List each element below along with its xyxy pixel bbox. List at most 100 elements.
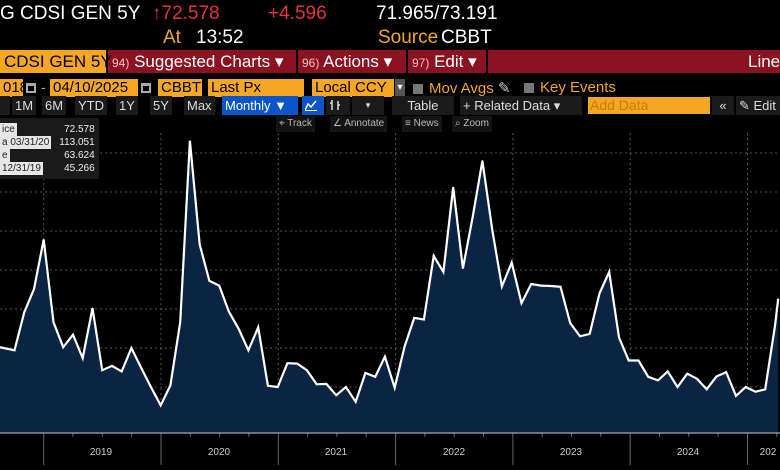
data-point — [764, 388, 766, 390]
period-5y[interactable]: 5Y — [150, 96, 172, 115]
data-point — [335, 394, 337, 396]
data-point — [101, 369, 103, 371]
add-data-input[interactable]: Add Data — [588, 97, 710, 114]
data-point — [618, 336, 620, 339]
end-date-field[interactable]: 04/10/2025 — [50, 79, 138, 97]
data-point — [23, 311, 25, 314]
data-point — [540, 284, 542, 287]
pricing-source-field[interactable]: CBBT — [158, 79, 202, 97]
period-ytd[interactable]: YTD — [75, 96, 107, 115]
line-chart-icon[interactable] — [302, 96, 324, 115]
calendar-icon[interactable] — [141, 83, 151, 93]
price-change: +4.596 — [268, 3, 327, 24]
zoom-button[interactable]: ⌕ Zoom — [452, 116, 492, 132]
security-field[interactable]: CDSI GEN 5Y — [0, 50, 112, 73]
data-point — [218, 284, 220, 287]
data-point — [91, 307, 94, 309]
period-max[interactable]: Max — [184, 96, 215, 115]
frequency-dropdown[interactable]: Monthly ▼ — [222, 96, 298, 115]
annotate-button[interactable]: ∠ Annotate — [330, 116, 388, 132]
currency-field[interactable]: Local CCY — [312, 79, 394, 97]
mov-avgs-toggle[interactable]: Mov Avgs ✎ — [413, 79, 511, 97]
period-6m[interactable]: 6M — [42, 96, 67, 115]
data-point — [433, 255, 435, 257]
data-point — [735, 395, 737, 397]
legend-value: 72.578 — [64, 124, 95, 135]
chart-legend: ice 72.578 a 03/31/20 113.051 e 63.624 12/3… — [0, 118, 99, 179]
ticker-title: G CDSI GEN 5Y — [0, 3, 141, 24]
data-point — [82, 357, 84, 359]
data-point — [715, 375, 718, 378]
data-point — [52, 321, 55, 323]
period-1m[interactable]: 1M — [12, 96, 37, 115]
table-button[interactable]: Table — [392, 96, 454, 115]
source-value: CBBT — [441, 27, 492, 48]
data-point — [423, 318, 425, 321]
data-point — [384, 355, 386, 358]
data-point — [637, 359, 640, 362]
data-point — [706, 388, 708, 390]
data-point — [686, 373, 688, 375]
data-point — [286, 362, 289, 364]
data-point — [608, 271, 610, 273]
actions-button[interactable]: 96) Actions ▾ — [298, 50, 408, 73]
chart-type-button[interactable]: Line — [748, 52, 780, 71]
data-point — [277, 386, 279, 388]
period-partial[interactable] — [0, 96, 10, 115]
data-point — [745, 386, 747, 388]
key-events-label: Key Events — [540, 79, 616, 96]
data-point — [725, 371, 727, 373]
data-point — [598, 292, 601, 294]
key-events-toggle[interactable]: Key Events — [524, 79, 616, 96]
related-data-button[interactable]: + Related Data ▾ — [460, 96, 582, 115]
last-price: ↑72.578 — [152, 3, 220, 24]
data-point — [296, 362, 298, 365]
data-point — [62, 346, 64, 348]
edit-button[interactable]: ✎ Edit — [736, 96, 780, 115]
data-point — [559, 286, 562, 288]
checkbox[interactable] — [413, 84, 423, 95]
chart-style-dropdown[interactable]: ▾ — [352, 96, 384, 115]
edit-menu-button[interactable]: 97) Edit ▾ — [408, 50, 488, 73]
legend-label: e — [0, 149, 10, 162]
collapse-button[interactable]: « — [712, 96, 734, 115]
calendar-icon[interactable] — [26, 83, 36, 93]
x-tick-label: 2019 — [89, 447, 113, 458]
x-tick-label: 202 — [759, 447, 777, 458]
legend-value: 113.051 — [59, 137, 95, 148]
data-point — [228, 311, 230, 313]
data-point — [130, 347, 133, 349]
data-point — [355, 401, 357, 403]
data-point — [481, 160, 484, 162]
suggested-charts-label: Suggested Charts ▾ — [134, 52, 284, 71]
data-point — [325, 383, 328, 385]
news-button[interactable]: ≡ News — [402, 116, 442, 132]
x-tick-label: 2023 — [559, 447, 583, 458]
price-line — [0, 140, 780, 408]
data-point — [696, 378, 698, 380]
suggested-charts-button[interactable]: 94) Suggested Charts ▾ — [108, 50, 298, 73]
data-point — [676, 386, 679, 388]
area-fill — [0, 140, 779, 433]
legend-label: a 03/31/20 — [0, 136, 52, 149]
menu-number: 96) — [302, 56, 320, 70]
start-date-field[interactable]: 018 — [0, 79, 28, 97]
legend-row: e 63.624 — [0, 149, 95, 162]
legend-row: 12/31/19 45.266 — [0, 162, 95, 175]
period-1y[interactable]: 1Y — [116, 96, 138, 115]
data-point — [169, 384, 172, 387]
day-range: 71.965/73.191 — [376, 3, 498, 24]
data-point — [267, 385, 269, 387]
data-point — [491, 228, 493, 231]
x-tick-label: 2021 — [324, 447, 348, 458]
data-point — [0, 346, 1, 348]
currency-dropdown[interactable]: ▾ — [395, 79, 405, 97]
data-point — [316, 383, 318, 385]
track-button[interactable]: ⌖ Track — [276, 116, 315, 132]
menu-number: 97) — [412, 56, 430, 70]
data-point — [140, 367, 142, 369]
price-field[interactable]: Last Px — [208, 79, 304, 97]
bar-chart-icon[interactable] — [326, 96, 350, 115]
checkbox[interactable] — [524, 83, 534, 94]
